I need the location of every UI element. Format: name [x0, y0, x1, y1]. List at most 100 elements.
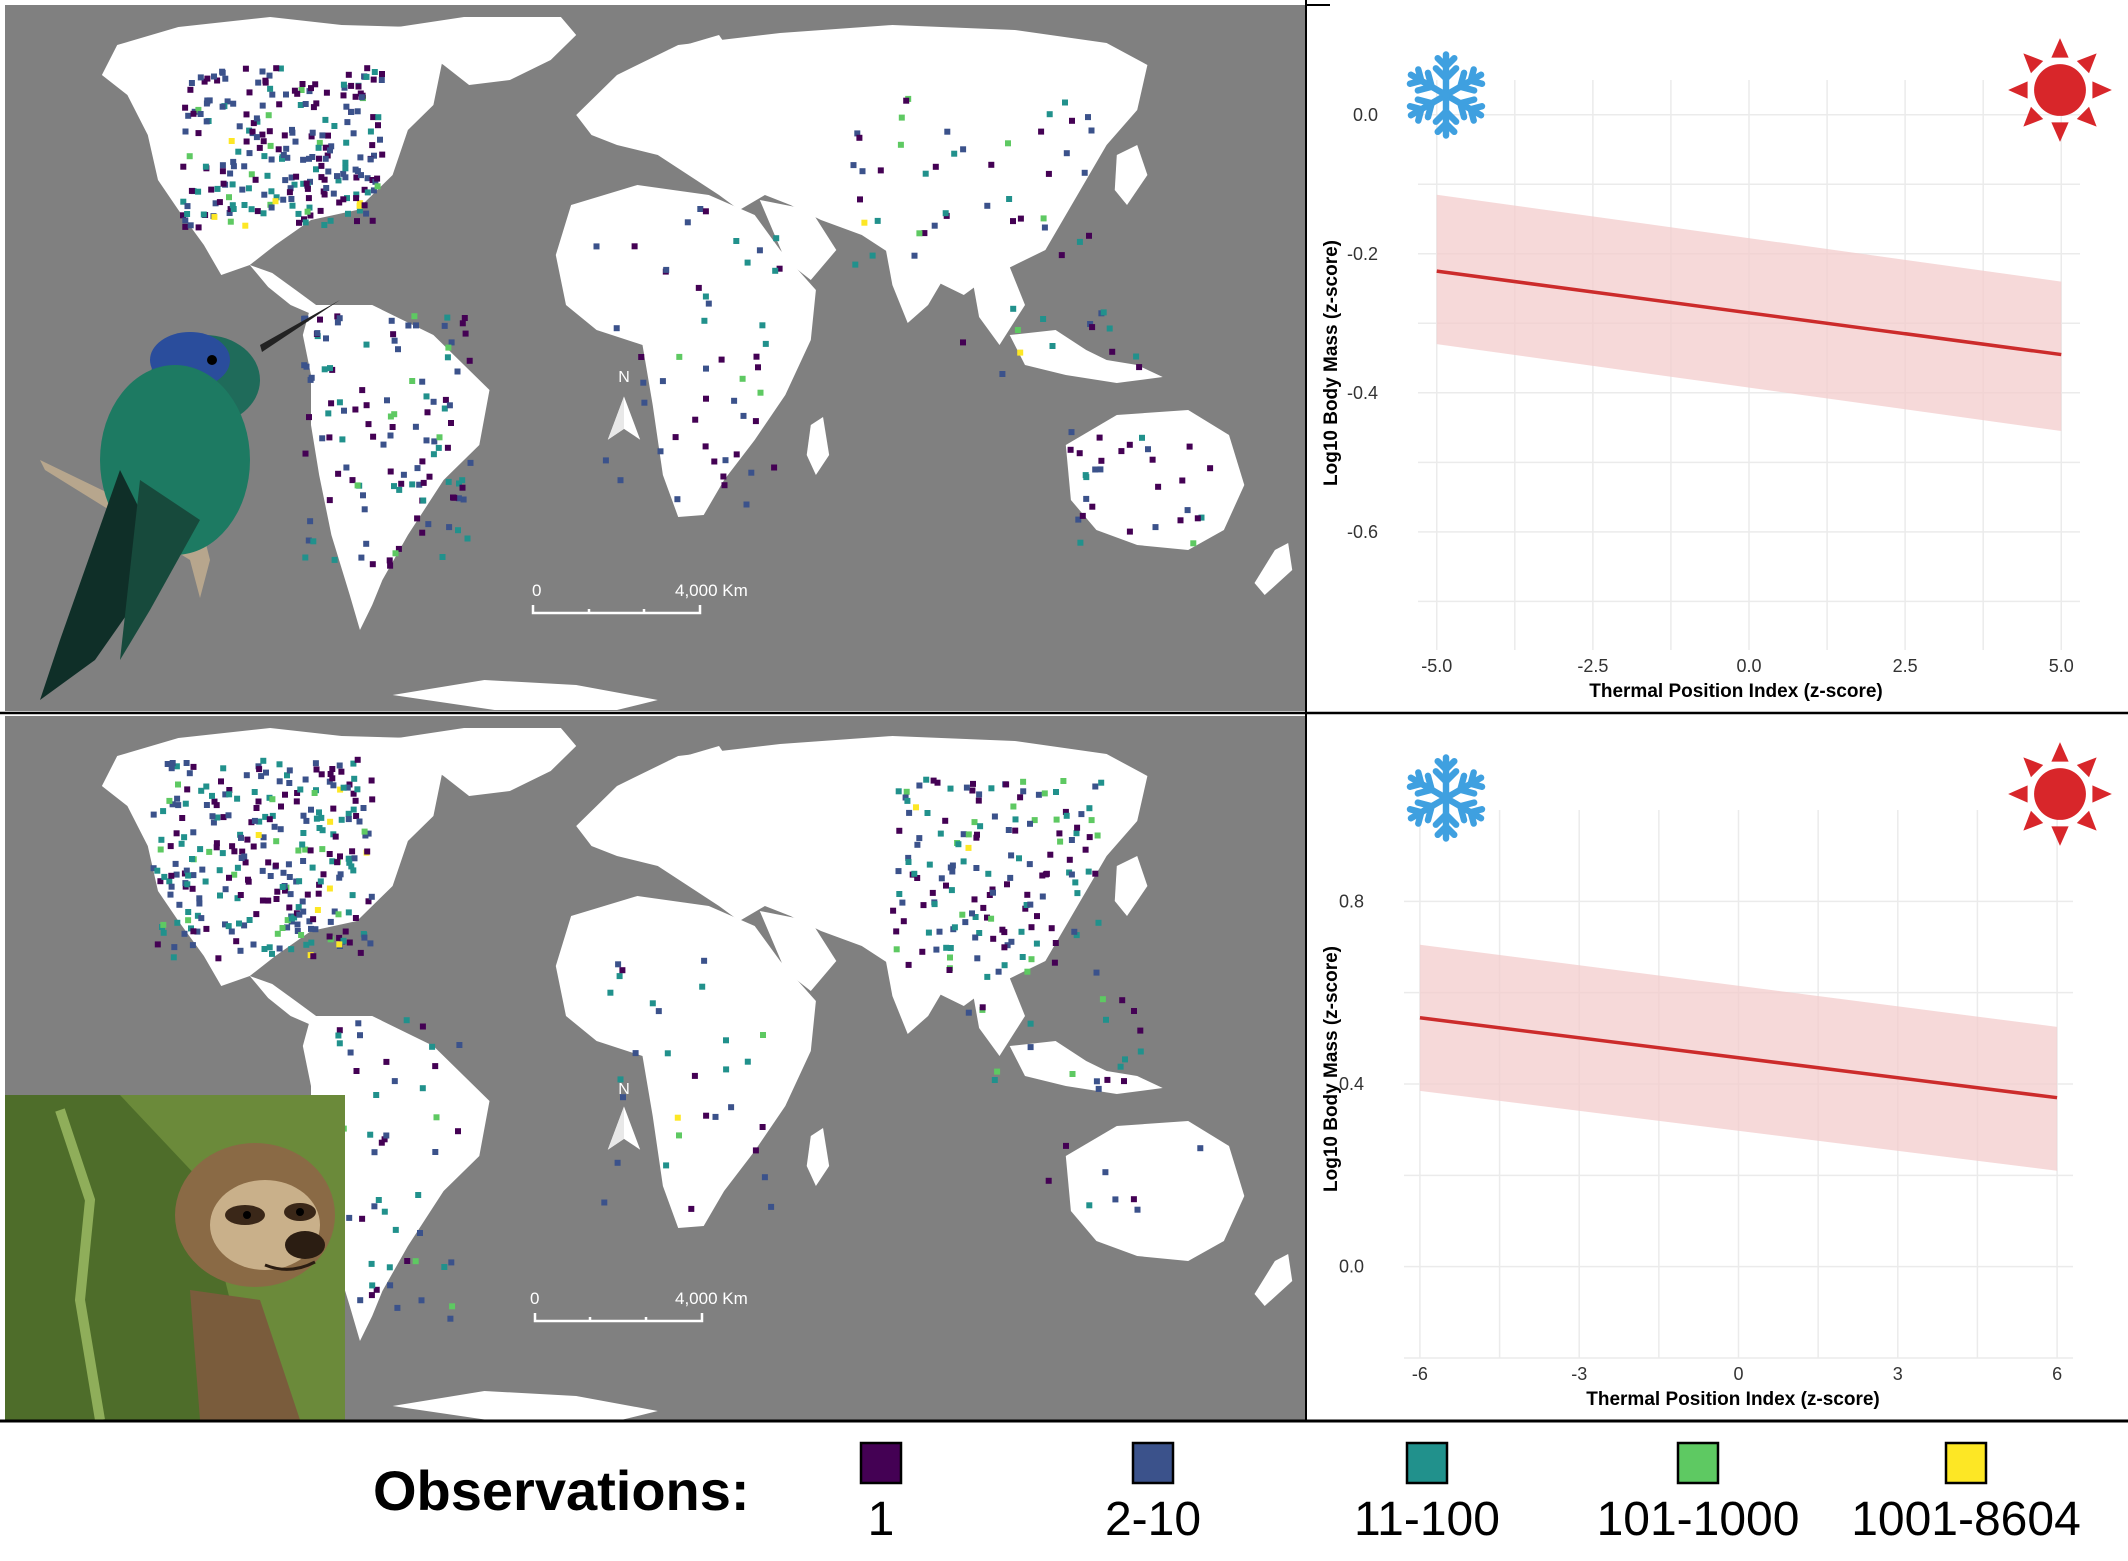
observation-cell — [354, 108, 361, 115]
observation-cell — [319, 132, 326, 139]
observation-cell — [314, 330, 321, 337]
observation-cell — [182, 223, 189, 230]
observation-cell — [1136, 364, 1143, 371]
x-tick-label: 5.0 — [2049, 656, 2074, 676]
observation-cell — [446, 524, 453, 531]
observation-cell — [302, 450, 309, 457]
observation-cell — [353, 195, 360, 202]
chart-marks — [1436, 194, 2062, 432]
observation-cell — [744, 259, 751, 266]
observation-cell — [391, 483, 397, 490]
observation-cell — [269, 91, 276, 98]
observation-cell — [392, 1226, 399, 1233]
observation-cell — [339, 436, 346, 443]
observation-cell — [353, 174, 360, 181]
observation-cell — [176, 901, 183, 908]
observation-cell — [195, 224, 202, 231]
observations-legend: Observations: 1 2-10 11-100 101-1000 1001-86… — [373, 1441, 2081, 1546]
observation-cell — [241, 202, 248, 208]
observation-cell — [617, 477, 624, 484]
observation-cell — [318, 174, 325, 181]
observation-cell — [300, 858, 307, 864]
observation-cell — [903, 788, 910, 795]
observation-cell — [220, 814, 227, 821]
observation-cell — [369, 796, 376, 803]
observation-cell — [1126, 441, 1133, 448]
observation-cell — [180, 163, 187, 170]
x-tick-label: 6 — [2052, 1364, 2062, 1384]
legend-title: Observations: — [373, 1459, 750, 1522]
observation-cell — [166, 878, 173, 885]
observation-cell — [429, 1043, 436, 1050]
observation-cell — [370, 114, 377, 121]
observation-cell — [392, 550, 399, 557]
observation-cell — [186, 153, 193, 160]
observation-cell — [228, 928, 235, 935]
observation-cell — [663, 266, 670, 273]
observation-cell — [170, 954, 177, 961]
observation-cell — [705, 300, 712, 307]
observation-cell — [929, 889, 936, 896]
observation-cell — [345, 855, 352, 862]
observation-cell — [321, 366, 328, 373]
observation-cell — [175, 781, 181, 788]
observation-cell — [246, 127, 253, 134]
observation-cell — [294, 921, 301, 928]
observation-cell — [947, 945, 954, 951]
observation-cell — [378, 1139, 385, 1146]
observation-cell — [336, 941, 343, 948]
observation-cell — [354, 786, 361, 793]
observation-cell — [343, 103, 350, 110]
observation-cell — [260, 834, 267, 841]
observation-cell — [361, 186, 368, 193]
observation-cell — [154, 867, 161, 874]
observation-cell — [911, 870, 918, 877]
observation-cell — [1074, 890, 1081, 897]
observation-cell — [330, 782, 337, 789]
observation-cell — [414, 515, 421, 522]
observation-cell — [1016, 855, 1022, 862]
observation-cell — [312, 760, 319, 767]
observation-cell — [1086, 1202, 1093, 1209]
observation-cell — [282, 791, 288, 798]
observation-cell — [655, 1008, 662, 1015]
observation-cell — [986, 892, 993, 898]
observation-cell — [1063, 150, 1070, 157]
observation-cell — [711, 458, 718, 465]
observation-cell — [1063, 812, 1070, 819]
observation-cell — [1198, 514, 1205, 521]
observation-cell — [282, 177, 289, 184]
observation-cell — [363, 210, 370, 217]
observation-cell — [850, 162, 857, 169]
observation-cell — [189, 942, 196, 949]
observation-cell — [895, 788, 902, 795]
observation-cell — [1004, 881, 1010, 888]
observation-cell — [461, 315, 468, 321]
observation-cell — [203, 802, 210, 808]
observation-cell — [337, 853, 343, 860]
observation-cell — [761, 1174, 768, 1181]
observation-cell — [364, 175, 371, 182]
observation-cell — [462, 330, 469, 337]
observation-cell — [1078, 811, 1085, 818]
observation-cell — [433, 1114, 440, 1121]
observation-cell — [310, 953, 317, 960]
observation-cell — [284, 924, 291, 931]
observation-cell — [1001, 962, 1008, 969]
observation-cell — [348, 109, 355, 115]
observation-cell — [416, 481, 423, 488]
observation-cell — [306, 918, 313, 925]
observation-cell — [1023, 902, 1030, 908]
observation-cell — [1058, 252, 1065, 259]
observation-cell — [280, 152, 287, 158]
observation-cell — [702, 443, 709, 450]
observation-cell — [1079, 512, 1086, 519]
observation-cell — [1039, 893, 1046, 900]
observation-cell — [602, 457, 609, 464]
observation-cell — [294, 790, 301, 796]
observation-cell — [979, 1004, 986, 1011]
observation-cell — [194, 912, 201, 919]
observation-cell — [203, 925, 210, 932]
observation-cell — [971, 896, 978, 903]
observation-cell — [383, 1132, 390, 1139]
